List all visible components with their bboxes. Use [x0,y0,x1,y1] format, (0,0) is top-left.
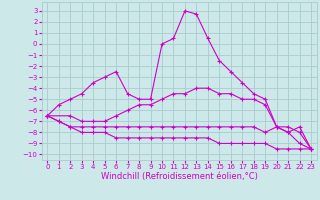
X-axis label: Windchill (Refroidissement éolien,°C): Windchill (Refroidissement éolien,°C) [101,172,258,181]
